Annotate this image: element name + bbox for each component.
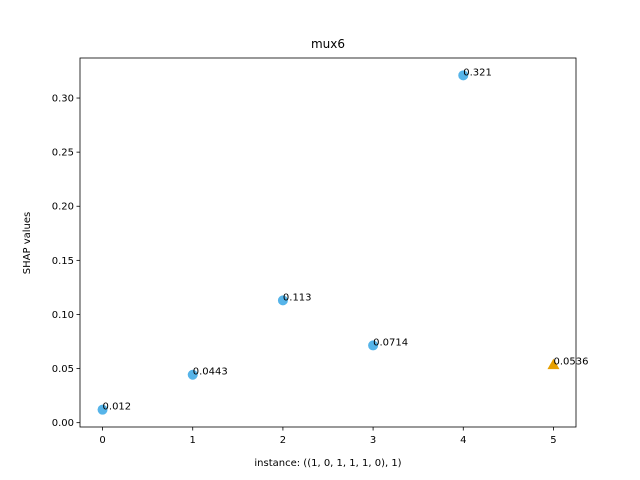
data-label: 0.0536 (553, 357, 588, 368)
x-tick-label: 2 (280, 435, 286, 446)
plot-area (80, 58, 576, 427)
data-label: 0.0443 (193, 367, 228, 378)
data-points (97, 70, 560, 415)
plot-frame (79, 57, 577, 428)
y-tick-label: 0.15 (52, 256, 74, 267)
data-point (458, 70, 469, 81)
data-label: 0.113 (283, 292, 312, 303)
y-tick-label: 0.30 (52, 94, 74, 105)
data-point (277, 295, 288, 306)
x-axis-ticks: 0 1 2 3 4 5 (99, 427, 557, 446)
data-labels: 0.012 0.0443 0.113 0.0714 0.321 0.0536 (103, 67, 589, 412)
y-tick-label: 0.05 (52, 364, 74, 375)
y-tick-label: 0.10 (52, 310, 74, 321)
x-tick-label: 5 (550, 435, 556, 446)
x-tick-label: 4 (460, 435, 466, 446)
x-tick-label: 0 (99, 435, 105, 446)
data-point (368, 340, 379, 351)
data-point (187, 369, 198, 380)
chart-title: mux6 (311, 37, 345, 51)
x-axis-title: instance: ((1, 0, 1, 1, 1, 0), 1) (254, 458, 401, 469)
y-tick-label: 0.25 (52, 148, 74, 159)
data-point-triangle (547, 358, 560, 370)
data-point (97, 404, 108, 415)
data-label: 0.321 (463, 67, 492, 78)
data-label: 0.012 (103, 402, 132, 413)
y-axis-ticks: 0.00 0.05 0.10 0.15 0.20 0.25 0.30 (52, 94, 80, 429)
x-tick-label: 1 (190, 435, 196, 446)
y-tick-label: 0.00 (52, 418, 74, 429)
data-label: 0.0714 (373, 337, 408, 348)
y-tick-label: 0.20 (52, 202, 74, 213)
x-tick-label: 3 (370, 435, 376, 446)
y-axis-title: SHAP values (22, 212, 33, 274)
